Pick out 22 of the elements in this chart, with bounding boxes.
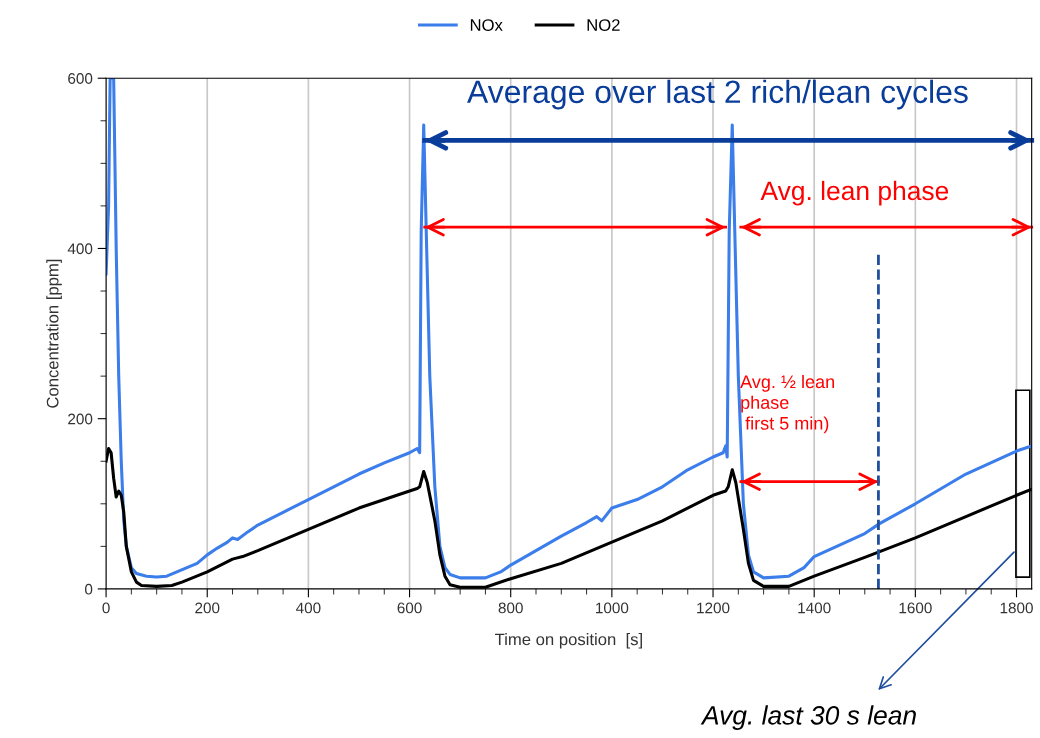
legend-label: NOx (470, 19, 503, 31)
x-tick-label: 1400 (798, 602, 831, 614)
x-tick-label: 400 (296, 602, 321, 614)
text: Avg. last 30 s lean (700, 705, 916, 730)
y-axis-title: Concentration [ppm] (46, 259, 62, 408)
x-tick-label: 1600 (899, 602, 932, 614)
x-tick-label: 1200 (697, 602, 730, 614)
x-tick-label: 1000 (596, 602, 629, 614)
annotation: Avg. lean phase (760, 180, 949, 206)
x-tick-label: 600 (397, 602, 422, 614)
annotation: Avg. ½ lean phase first 5 min) (740, 374, 834, 434)
x-axis-title: Time on position [s] (495, 633, 642, 649)
y-tick-label: 0 (84, 583, 93, 595)
y-tick-label: 600 (68, 73, 93, 84)
y-tick-label: 200 (68, 413, 93, 425)
x-tick-label: 0 (102, 602, 110, 614)
legend-label: NO2 (587, 19, 620, 31)
x-tick-label: 800 (498, 602, 523, 614)
annotation: Average over last 2 rich/lean cycles (467, 79, 968, 110)
x-tick-label: 200 (195, 602, 220, 614)
y-tick-label: 400 (67, 243, 93, 255)
x-tick-label: 1800 (1000, 602, 1033, 614)
